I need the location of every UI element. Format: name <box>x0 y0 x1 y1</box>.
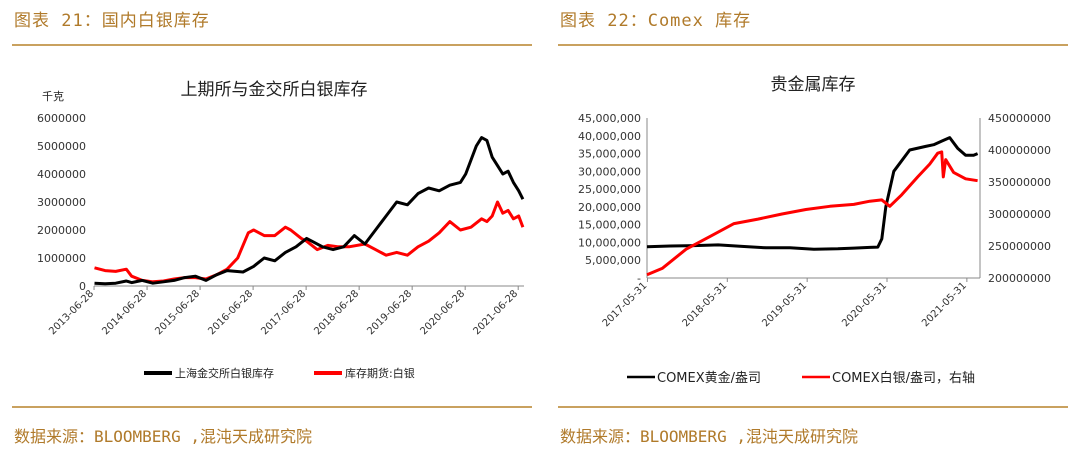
chart0-x-tick-label: 2015-06-28 <box>153 288 202 337</box>
chart1-y-tick-label: 1000000 <box>37 252 86 265</box>
left-source-note: 数据来源：BLOOMBERG ,混沌天成研究院 <box>14 427 312 446</box>
chart0-x-tick-label: 2019-06-28 <box>365 288 414 337</box>
chart1-y-tick-label: 4000000 <box>37 168 86 181</box>
left-title-rule <box>12 44 532 46</box>
right-title-rule <box>558 44 1068 46</box>
left-panel-title: 图表 21：国内白银库存 <box>14 11 210 31</box>
chart1-y-tick-label: 0 <box>79 280 86 293</box>
chart2-series-comex-silver <box>646 150 978 277</box>
chart2-y2-tick-label: 300000000 <box>988 208 1051 221</box>
chart1-y-tick-label: 5000000 <box>37 140 86 153</box>
chart1-x-tick-label: 2018-05-31 <box>681 280 730 329</box>
chart1-x-tick-label: 2019-05-31 <box>760 280 809 329</box>
chart2-y-tick-label: 45,000,000 <box>578 112 641 125</box>
chart1-series-sge-silver <box>94 136 525 286</box>
chart1-title: 上期所与金交所白银库存 <box>181 80 368 100</box>
chart1-series-futures-silver <box>94 200 525 284</box>
chart2-y2-tick-label: 350000000 <box>988 176 1051 189</box>
chart1-legend-label-sge: 上海金交所白银库存 <box>175 366 274 380</box>
chart2-y-tick-label: 35,000,000 <box>578 148 641 161</box>
chart2-y-tick-label: 15,000,000 <box>578 219 641 232</box>
chart0-x-tick-label: 2020-06-28 <box>418 288 467 337</box>
chart2-y2-tick-label: 400000000 <box>988 144 1051 157</box>
chart0-x-tick-label: 2018-06-28 <box>312 288 361 337</box>
chart2-y-tick-label: 40,000,000 <box>578 130 641 143</box>
chart2-legend-label-gold: COMEX黄金/盎司 <box>657 370 761 386</box>
chart2-y-tick-label: 25,000,000 <box>578 183 641 196</box>
right-bottom-rule <box>558 406 1068 408</box>
chart2-y-tick-label: 30,000,000 <box>578 165 641 178</box>
chart2-y2-tick-label: 450000000 <box>988 112 1051 125</box>
chart2-y2-tick-label: 250000000 <box>988 240 1051 253</box>
chart2-series-comex-gold <box>646 136 979 251</box>
left-bottom-rule <box>12 406 532 408</box>
chart1-y-tick-label: 6000000 <box>37 112 86 125</box>
chart2-y-tick-label: - <box>637 272 641 285</box>
chart0-x-tick-label: 2014-06-28 <box>100 288 149 337</box>
chart2-y-tick-label: 5,000,000 <box>585 254 641 267</box>
chart1-y-tick-label: 3000000 <box>37 196 86 209</box>
chart0-x-tick-label: 2017-06-28 <box>259 288 308 337</box>
chart2-y-tick-label: 20,000,000 <box>578 201 641 214</box>
chart1-x-tick-label: 2021-05-31 <box>920 280 969 329</box>
right-source-note: 数据来源：BLOOMBERG ,混沌天成研究院 <box>560 427 858 446</box>
chart2-title: 贵金属库存 <box>771 75 856 95</box>
chart0-x-tick-label: 2021-06-28 <box>471 288 520 337</box>
chart0-x-tick-label: 2013-06-28 <box>47 288 96 337</box>
chart2-y2-tick-label: 200000000 <box>988 272 1051 285</box>
chart1-unit-label: 千克 <box>42 90 64 103</box>
chart0-x-tick-label: 2016-06-28 <box>206 288 255 337</box>
right-panel-title: 图表 22：Comex 库存 <box>560 11 752 31</box>
precious-metals-inventory-chart: 贵金属库存 - 5,000,000 10,000,000 15,000,000 20,00… <box>578 75 1051 386</box>
chart1-y-tick-label: 2000000 <box>37 224 86 237</box>
chart1-legend-label-futures: 库存期货:白银 <box>345 366 415 380</box>
chart1-x-tick-label: 2017-05-31 <box>601 280 650 329</box>
chart1-x-tick-label: 2020-05-31 <box>840 280 889 329</box>
chart2-legend-label-silver: COMEX白银/盎司，右轴 <box>832 370 975 386</box>
chart2-y-tick-label: 10,000,000 <box>578 236 641 249</box>
